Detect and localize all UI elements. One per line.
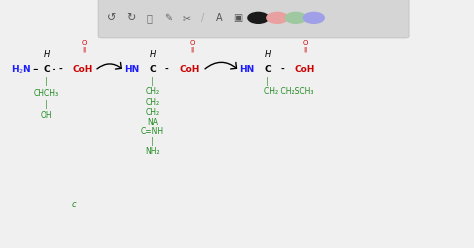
Text: CH₂ CH₂SCH₃: CH₂ CH₂SCH₃: [264, 87, 314, 96]
Circle shape: [267, 12, 288, 23]
Text: A: A: [216, 13, 223, 23]
Text: OH: OH: [41, 111, 52, 120]
Text: H: H: [149, 50, 156, 59]
Text: ||: ||: [304, 47, 308, 52]
Text: c: c: [71, 200, 76, 209]
Text: C: C: [43, 65, 50, 74]
Text: C: C: [149, 65, 156, 74]
Text: CoH: CoH: [295, 65, 315, 74]
Text: ▣: ▣: [233, 13, 243, 23]
Circle shape: [285, 12, 306, 23]
Text: |: |: [45, 100, 48, 109]
Text: ✂: ✂: [182, 13, 191, 23]
Text: NH₂: NH₂: [146, 147, 160, 156]
Text: ↺: ↺: [107, 13, 116, 23]
Text: CoH: CoH: [180, 65, 200, 74]
Text: |: |: [151, 77, 154, 86]
FancyArrowPatch shape: [97, 62, 121, 69]
Text: ↻: ↻: [126, 13, 135, 23]
FancyArrowPatch shape: [205, 62, 237, 69]
Text: ✎: ✎: [164, 13, 173, 23]
Text: CH₂: CH₂: [146, 98, 160, 107]
Text: /: /: [201, 13, 204, 23]
Text: C=NH: C=NH: [141, 127, 164, 136]
Circle shape: [303, 12, 324, 23]
Text: O: O: [82, 40, 87, 46]
Text: |: |: [151, 137, 154, 146]
Text: C: C: [264, 65, 271, 74]
Circle shape: [248, 12, 269, 23]
Text: NA: NA: [147, 118, 158, 126]
Text: HN: HN: [239, 65, 255, 74]
Text: -: -: [59, 65, 63, 74]
Text: H$_2$N: H$_2$N: [11, 63, 32, 76]
FancyBboxPatch shape: [98, 0, 409, 38]
Text: O: O: [303, 40, 309, 46]
Text: H: H: [43, 50, 50, 59]
Text: CH₂: CH₂: [146, 108, 160, 117]
Text: O: O: [189, 40, 195, 46]
Text: -: -: [165, 65, 169, 74]
Text: ||: ||: [82, 47, 86, 52]
Text: |: |: [266, 77, 269, 86]
Text: |: |: [45, 77, 48, 86]
Text: -: -: [280, 65, 284, 74]
Text: CoH: CoH: [73, 65, 93, 74]
Text: HN: HN: [124, 65, 139, 74]
Text: CH₂: CH₂: [146, 87, 160, 96]
Text: H: H: [264, 50, 271, 59]
Text: ||: ||: [190, 47, 194, 52]
Text: ⤳: ⤳: [146, 13, 152, 23]
Text: CHCH₃: CHCH₃: [34, 89, 59, 97]
